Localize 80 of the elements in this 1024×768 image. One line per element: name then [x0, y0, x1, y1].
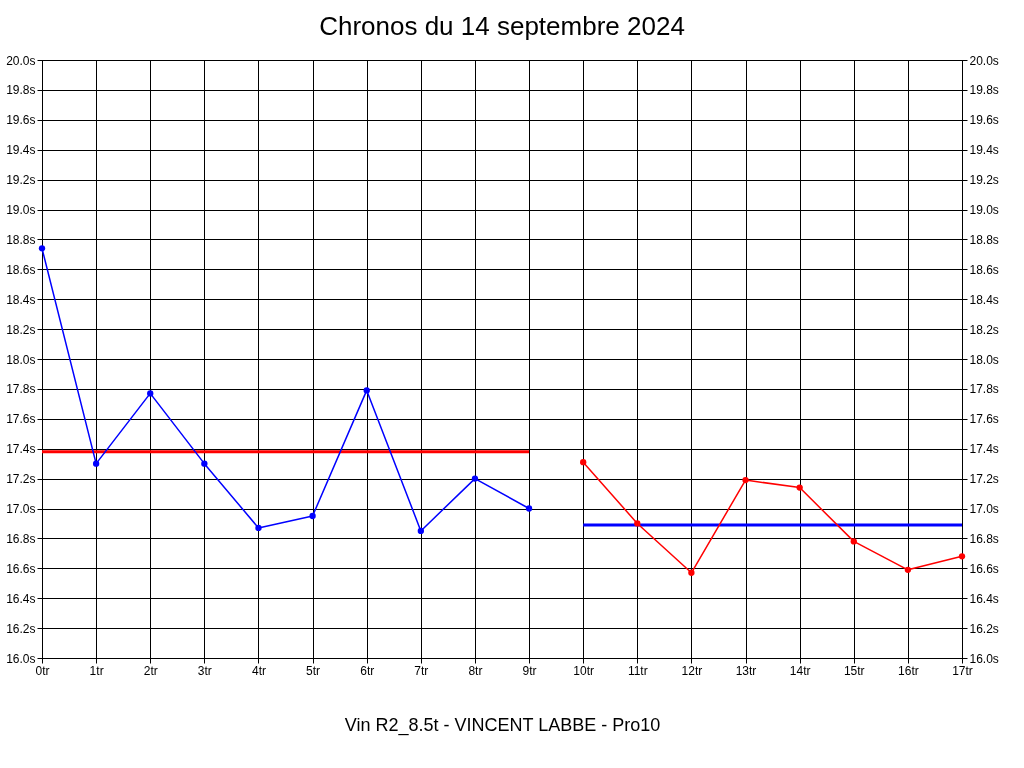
y-tick-label: 19.2s [6, 173, 36, 188]
point [525, 505, 533, 512]
chart-title: Chronos du 14 septembre 2024 [319, 11, 685, 41]
y2-tick-label: 17.0s [969, 502, 999, 516]
x-tick-label: 8tr [468, 663, 483, 678]
y2-tick-label: 16.2s [969, 621, 999, 636]
x-tick-label: 2tr [143, 663, 158, 678]
y-tick-label: 20.0s [6, 53, 36, 68]
y2-tick-label: 18.2s [969, 322, 999, 337]
y-tick-label: 19.8s [6, 83, 36, 98]
point [309, 512, 316, 520]
point [742, 476, 749, 484]
y-tick-label: 16.0s [6, 651, 36, 666]
y2-tick-label: 17.8s [969, 382, 999, 397]
x-tick-label: 16tr [898, 663, 919, 678]
y-tick-label: 18.0s [6, 352, 36, 367]
y-tick-label: 19.0s [6, 203, 36, 217]
y2-tick-label: 19.6s [969, 113, 999, 128]
y-tick-label: 16.8s [6, 531, 36, 546]
point [363, 387, 370, 394]
y-tick-label: 17.4s [6, 442, 36, 457]
y-tick-label: 18.8s [6, 232, 36, 247]
y-tick-label: 18.2s [6, 322, 36, 337]
y-tick-label: 18.6s [6, 262, 36, 277]
x-tick-label: 10tr [573, 663, 595, 678]
x-tick-label: 1tr [89, 663, 104, 678]
y2-tick-label: 19.4s [969, 143, 999, 158]
x-tick-label: 13tr [735, 663, 757, 678]
y2-tick-label: 17.6s [969, 412, 999, 427]
point [471, 475, 479, 482]
point [92, 460, 100, 467]
y2-tick-label: 16.0s [969, 651, 999, 666]
y2-tick-label: 17.4s [969, 442, 999, 457]
point [688, 569, 695, 576]
y2-tick-label: 16.6s [969, 561, 999, 576]
y-tick-label: 17.6s [6, 412, 36, 427]
y2-tick-label: 18.8s [969, 232, 999, 247]
point [796, 484, 803, 491]
y-tick-label: 17.0s [6, 502, 36, 516]
x-tick-label: 12tr [681, 663, 703, 678]
point [850, 538, 857, 545]
x-tick-label: 15tr [843, 663, 865, 678]
y-tick-label: 17.8s [6, 382, 36, 397]
y-tick-label: 16.4s [6, 591, 36, 606]
y-tick-label: 16.2s [6, 621, 36, 636]
y2-tick-label: 19.0s [969, 203, 999, 217]
point [417, 527, 424, 535]
point [634, 520, 641, 527]
y2-tick-label: 16.4s [969, 591, 999, 606]
y-tick-label: 17.2s [6, 472, 36, 487]
x-tick-label: 7tr [414, 663, 429, 678]
y2-tick-label: 19.8s [969, 83, 999, 98]
y-tick-label: 18.4s [6, 292, 36, 307]
y2-tick-label: 16.8s [969, 531, 999, 546]
point [255, 524, 262, 532]
point [580, 459, 587, 466]
point [201, 460, 208, 467]
y2-tick-label: 18.6s [969, 262, 999, 277]
x-tick-label: 4tr [251, 663, 266, 678]
point [38, 245, 46, 252]
x-tick-label: 5tr [306, 663, 321, 678]
point [147, 390, 154, 397]
y2-tick-label: 20.0s [969, 53, 999, 68]
y-tick-label: 19.4s [6, 143, 36, 158]
point [958, 553, 966, 560]
x-tick-label: 9tr [522, 663, 537, 678]
x-tick-label: 11tr [627, 663, 648, 678]
y-tick-label: 16.6s [6, 561, 36, 576]
x-axis-title: Vin R2_8.5t - VINCENT LABBE - Pro10 [344, 714, 661, 736]
y2-tick-label: 18.0s [969, 352, 999, 367]
y2-tick-label: 19.2s [969, 173, 999, 188]
x-tick-label: 3tr [197, 663, 212, 678]
y2-tick-label: 18.4s [969, 292, 999, 307]
x-tick-label: 6tr [360, 663, 375, 678]
y-tick-label: 19.6s [6, 113, 36, 128]
x-tick-label: 14tr [789, 663, 811, 678]
x-tick-label: 17tr [952, 663, 973, 678]
point [904, 566, 912, 573]
x-tick-label: 0tr [35, 663, 50, 678]
y2-tick-label: 17.2s [969, 472, 999, 487]
